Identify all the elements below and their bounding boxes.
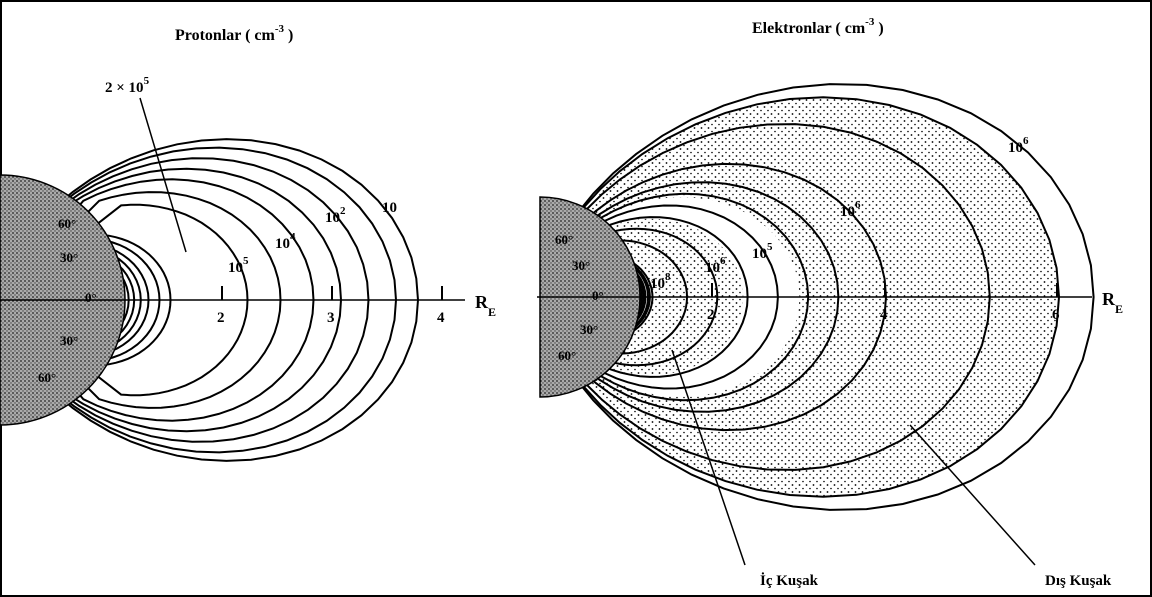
contour-label: 2 × 105 — [105, 75, 150, 96]
latitude-label: 30° — [580, 322, 598, 337]
belt-label: Dış Kuşak — [1045, 573, 1112, 589]
latitude-label: 30° — [572, 258, 590, 273]
contour-label-sup: 6 — [1023, 135, 1029, 147]
axis-label-text: R — [1102, 289, 1116, 309]
contour-label-text: 2 × 10 — [105, 80, 144, 96]
latitude-label: 60° — [58, 216, 76, 231]
latitude-label: 0° — [592, 288, 604, 303]
contour-label-text: 10 — [1008, 140, 1023, 156]
latitude-label: 60° — [558, 348, 576, 363]
latitude-label: 60° — [555, 232, 573, 247]
leader — [671, 349, 746, 566]
contour-label: 10 — [382, 200, 397, 216]
tick-label: 3 — [327, 310, 335, 326]
axis-label-text: R — [475, 292, 489, 312]
leader — [139, 97, 187, 253]
axis-label: RE — [475, 292, 496, 319]
contour-label-sup: 5 — [144, 75, 150, 87]
contour-label-text: 10 — [752, 246, 767, 262]
leader — [909, 424, 1036, 566]
tick-label: 4 — [437, 310, 445, 326]
panel-title-sup: -3 — [865, 16, 875, 28]
contour-label-text: 10 — [840, 204, 855, 220]
contour-label-text: 10 — [705, 260, 720, 276]
contour-label: 105 — [752, 241, 773, 262]
tick-label: 6 — [1052, 307, 1060, 323]
contour-label-sup: 4 — [290, 231, 296, 243]
latitude-label: 0° — [85, 290, 97, 305]
contour-label-sup: 5 — [243, 255, 249, 267]
contour-label-text: 10 — [325, 210, 340, 226]
tick-label: 2 — [707, 307, 715, 323]
contour-label: 102 — [325, 205, 346, 226]
panel-title-sup: -3 — [275, 23, 285, 35]
axis-label-sub: E — [488, 305, 496, 319]
contour-label-sup: 8 — [665, 271, 671, 283]
tick-label: 2 — [217, 310, 225, 326]
contour-label: 104 — [275, 231, 296, 252]
contour-label-text: 10 — [382, 200, 397, 216]
contour-label: 106 — [1008, 135, 1029, 156]
panel-title: Protonlar ( cm-3 ) — [175, 23, 293, 44]
contour-label-text: 10 — [275, 236, 290, 252]
contour-label-sup: 6 — [720, 255, 726, 267]
latitude-label: 30° — [60, 250, 78, 265]
contour-label-text: 10 — [228, 260, 243, 276]
contour-label-sup: 5 — [767, 241, 773, 253]
panel-title-text: Elektronlar ( cm — [752, 20, 866, 37]
latitude-label: 60° — [38, 370, 56, 385]
panel-title: Elektronlar ( cm-3 ) — [752, 16, 884, 37]
contour-label: 106 — [840, 199, 861, 220]
latitude-label: 30° — [60, 333, 78, 348]
tick-label: 4 — [880, 307, 888, 323]
axis-label-sub: E — [1115, 302, 1123, 316]
contour-label-sup: 2 — [340, 205, 346, 217]
contour-label: 105 — [228, 255, 249, 276]
contour-label-text: 10 — [650, 276, 665, 292]
panel-title-close: ) — [284, 27, 293, 44]
belt-label: İç Kuşak — [760, 572, 819, 589]
panel-title-text: Protonlar ( cm — [175, 27, 276, 44]
contour-label: 108 — [650, 271, 671, 292]
contour-label: 106 — [705, 255, 726, 276]
panel-title-close: ) — [874, 20, 883, 37]
axis-label: RE — [1102, 289, 1123, 316]
contour-label-sup: 6 — [855, 199, 861, 211]
